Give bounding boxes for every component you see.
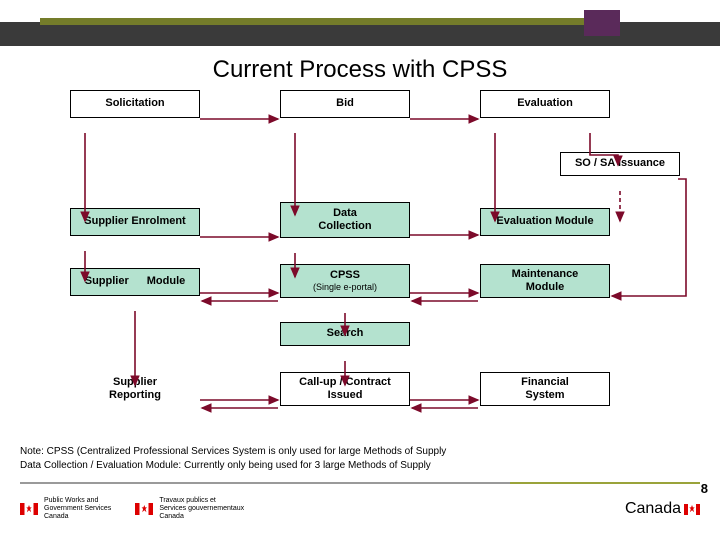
label: Data [333,207,357,220]
label: Module [526,281,565,294]
box-supplier-reporting: SupplierReporting [70,372,200,406]
box-cpss: CPSS(Single e-portal) [280,264,410,298]
canada-flag-icon [20,503,38,515]
footer: Public Works and Government Services Can… [20,492,700,526]
l: Public Works and [44,497,111,505]
label: Call-up / Contract [299,376,391,389]
label: Search [327,327,364,340]
label: Financial [521,376,569,389]
dept-fr: Travaux publics et Services gouvernement… [135,497,244,520]
divider-grey [20,482,510,484]
page-title: Current Process with CPSS [0,56,720,84]
label: Maintenance [512,268,579,281]
box-evaluation-module: Evaluation Module [480,208,610,236]
label: CPSS [330,269,360,282]
dept-fr-text: Travaux publics et Services gouvernement… [159,497,244,520]
box-evaluation: Evaluation [480,90,610,118]
box-so-sa: SO / SA Issuance [560,152,680,176]
label: Bid [336,97,354,110]
label: Evaluation Module [496,215,593,228]
label: Supplier Enrolment [84,215,185,228]
label: Collection [318,220,371,233]
notes: Note: CPSS (Centralized Professional Ser… [20,443,446,474]
diagram-stage: Solicitation Bid Evaluation SO / SA Issu… [30,90,690,460]
note-2: Data Collection / Evaluation Module: Cur… [20,460,446,471]
box-bid: Bid [280,90,410,118]
l: Canada [159,513,244,521]
label: Solicitation [105,97,164,110]
box-callup-contract: Call-up / ContractIssued [280,372,410,406]
canada-flag-icon [684,504,700,515]
l: Government Services [44,505,111,513]
l: Canada [44,513,111,521]
l: Services gouvernementaux [159,505,244,513]
label: Reporting [109,389,161,402]
header-olive-strip [40,18,600,25]
label: Evaluation [517,97,573,110]
sub-label: (Single e-portal) [313,282,377,293]
box-maintenance-module: MaintenanceModule [480,264,610,298]
box-data-collection: DataCollection [280,202,410,238]
label: System [525,389,564,402]
box-search: Search [280,322,410,346]
label: Supplier [113,376,157,389]
divider-olive [510,482,700,484]
canada-wordmark: Canada [625,500,700,518]
label: Module [147,275,186,288]
footer-divider [20,482,700,484]
header-purple-block [584,10,620,36]
footer-left: Public Works and Government Services Can… [20,497,244,520]
note-1: Note: CPSS (Centralized Professional Ser… [20,446,446,457]
label: SO / SA Issuance [575,157,665,170]
page-number: 8 [701,481,708,496]
l: Travaux publics et [159,497,244,505]
canada-flag-icon [135,503,153,515]
label: Supplier [85,275,129,288]
box-solicitation: Solicitation [70,90,200,118]
box-financial-system: FinancialSystem [480,372,610,406]
box-supplier-module: Supplier Module [70,268,200,296]
box-supplier-enrolment: Supplier Enrolment [70,208,200,236]
dept-en: Public Works and Government Services Can… [20,497,111,520]
dept-en-text: Public Works and Government Services Can… [44,497,111,520]
label: Issued [328,389,363,402]
wordmark-text: Canada [625,500,681,518]
